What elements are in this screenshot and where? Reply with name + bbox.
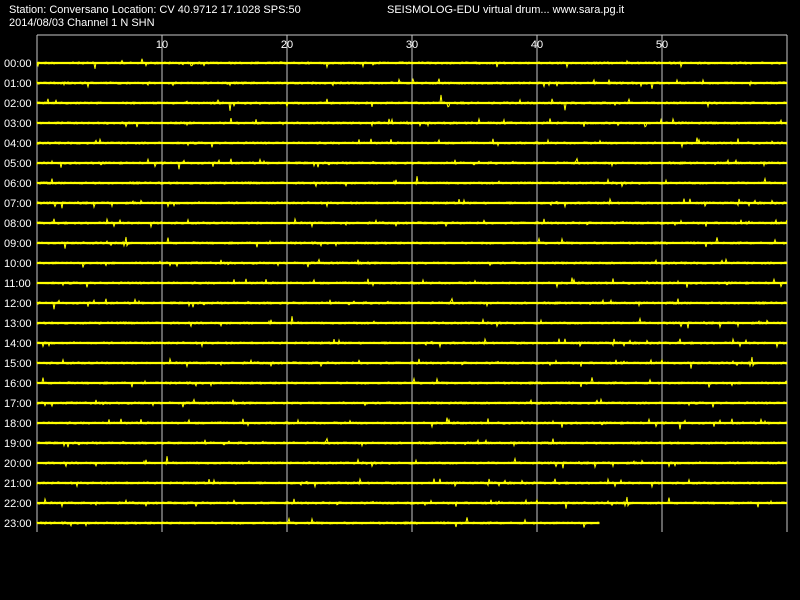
row-label-00:00: 00:00 xyxy=(4,58,32,70)
row-label-09:00: 09:00 xyxy=(4,238,32,250)
row-label-21:00: 21:00 xyxy=(4,478,32,490)
tick-label-10: 10 xyxy=(156,39,168,51)
row-label-14:00: 14:00 xyxy=(4,338,32,350)
row-label-07:00: 07:00 xyxy=(4,198,32,210)
row-label-13:00: 13:00 xyxy=(4,318,32,330)
row-label-18:00: 18:00 xyxy=(4,418,32,430)
row-label-22:00: 22:00 xyxy=(4,498,32,510)
trace-rows: 00:00 01:00 02:00 03:00 04:00 05:00 06:00 07:00… xyxy=(4,58,788,530)
minute-ticks: 10 20 30 40 50 xyxy=(156,39,668,51)
station-info: Station: Conversano Location: CV 40.9712… xyxy=(9,4,301,16)
row-label-16:00: 16:00 xyxy=(4,378,32,390)
row-label-11:00: 11:00 xyxy=(4,278,31,290)
tick-label-40: 40 xyxy=(531,39,543,51)
row-label-01:00: 01:00 xyxy=(4,78,32,90)
row-label-23:00: 23:00 xyxy=(4,518,32,530)
row-label-15:00: 15:00 xyxy=(4,358,32,370)
row-label-04:00: 04:00 xyxy=(4,138,32,150)
date-channel: 2014/08/03 Channel 1 N SHN xyxy=(9,17,155,29)
row-label-08:00: 08:00 xyxy=(4,218,32,230)
row-label-02:00: 02:00 xyxy=(4,98,32,110)
row-label-19:00: 19:00 xyxy=(4,438,32,450)
row-label-10:00: 10:00 xyxy=(4,258,32,270)
tick-label-20: 20 xyxy=(281,39,293,51)
row-label-05:00: 05:00 xyxy=(4,158,32,170)
row-label-03:00: 03:00 xyxy=(4,118,32,130)
drum-title: SEISMOLOG-EDU virtual drum... www.sara.p… xyxy=(387,4,625,16)
row-label-06:00: 06:00 xyxy=(4,178,32,190)
row-label-17:00: 17:00 xyxy=(4,398,32,410)
row-label-12:00: 12:00 xyxy=(4,298,32,310)
row-label-20:00: 20:00 xyxy=(4,458,32,470)
tick-label-30: 30 xyxy=(406,39,418,51)
tick-label-50: 50 xyxy=(656,39,668,51)
